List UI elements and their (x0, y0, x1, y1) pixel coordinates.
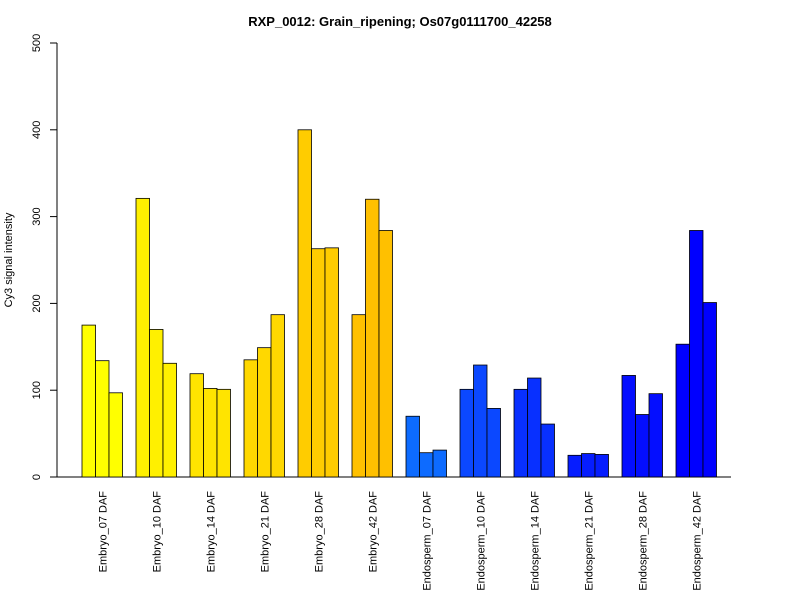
y-tick-label: 100 (31, 381, 43, 399)
y-tick-label: 200 (31, 294, 43, 312)
y-tick-label: 400 (31, 121, 43, 139)
bar (486, 408, 501, 478)
bar (203, 388, 218, 478)
bar (635, 414, 650, 478)
x-tick-label: Embryo_10 DAF (151, 491, 163, 573)
bar (311, 248, 326, 478)
bar (675, 343, 690, 478)
chart-title: RXP_0012: Grain_ripening; Os07g0111700_4… (248, 14, 552, 29)
bar (419, 452, 434, 478)
bar (621, 375, 636, 478)
bar (108, 392, 123, 478)
bar (324, 247, 339, 478)
bar (702, 302, 717, 478)
x-tick-label: Endosperm_07 DAF (421, 491, 433, 591)
x-tick-label: Endosperm_10 DAF (475, 491, 487, 591)
bar (351, 314, 366, 478)
x-tick-label: Endosperm_42 DAF (691, 491, 703, 591)
bar (297, 129, 312, 478)
bar (594, 454, 609, 478)
x-tick-label: Embryo_28 DAF (313, 491, 325, 573)
bar (365, 198, 380, 478)
bar (189, 373, 204, 478)
bar (162, 362, 177, 478)
bar (689, 230, 704, 478)
y-tick-label: 0 (31, 474, 43, 480)
x-tick-label: Endosperm_21 DAF (583, 491, 595, 591)
y-axis: 0 100 200 300 400 500 (31, 34, 58, 480)
bar (378, 230, 393, 478)
bar (405, 415, 420, 478)
bar (648, 393, 663, 478)
bar (581, 453, 596, 478)
bar (513, 388, 528, 478)
bar (527, 377, 542, 478)
x-tick-label: Endosperm_14 DAF (529, 491, 541, 591)
bar (149, 329, 164, 478)
bars-group (81, 129, 717, 478)
x-tick-label: Embryo_14 DAF (205, 491, 217, 573)
x-tick-labels: Embryo_07 DAF Embryo_10 DAF Embryo_14 DAF E… (97, 491, 703, 591)
x-tick-label: Embryo_07 DAF (97, 491, 109, 573)
bar (432, 449, 447, 478)
bar (135, 197, 150, 478)
bar (540, 423, 555, 478)
bar (81, 324, 96, 478)
y-axis-label: Cy3 signal intensity (3, 212, 15, 307)
x-tick-label: Embryo_42 DAF (367, 491, 379, 573)
bar (270, 314, 285, 478)
x-tick-label: Embryo_21 DAF (259, 491, 271, 573)
bar (243, 359, 258, 478)
bar (257, 347, 272, 478)
bar (459, 388, 474, 478)
bar (473, 364, 488, 478)
bar (95, 360, 110, 478)
bar (567, 454, 582, 478)
x-tick-label: Endosperm_28 DAF (637, 491, 649, 591)
y-tick-label: 500 (31, 34, 43, 52)
bar (216, 388, 231, 478)
y-tick-label: 300 (31, 207, 43, 225)
